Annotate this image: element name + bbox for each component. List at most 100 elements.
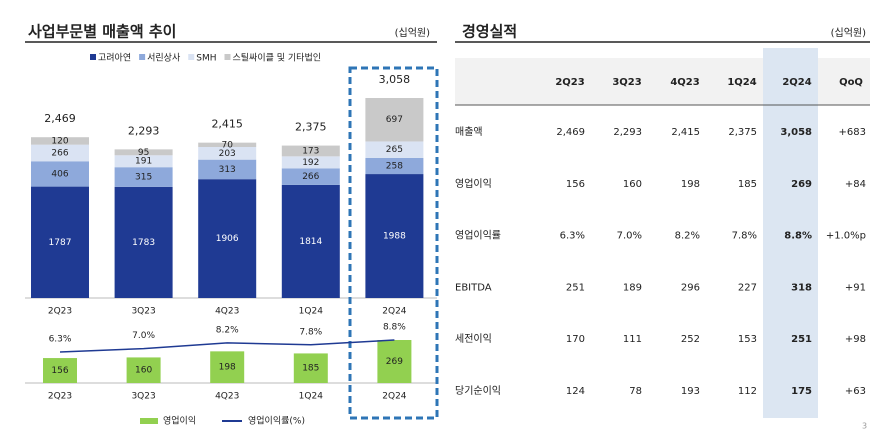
bar	[43, 358, 77, 383]
data-label: 160	[135, 366, 152, 376]
cell: 227	[738, 282, 757, 293]
cell: 269	[791, 179, 812, 190]
bar-segment	[281, 184, 340, 298]
legend-swatch	[224, 54, 231, 60]
cell: 160	[623, 179, 642, 190]
cell: 111	[623, 334, 642, 345]
x-tick-label: 3Q23	[131, 392, 155, 402]
unit: (십억원)	[395, 27, 431, 39]
cell: 8.8%	[784, 231, 812, 242]
bar-segment	[114, 155, 173, 168]
cell: 175	[791, 386, 812, 397]
header-band	[455, 58, 763, 105]
data-label: 192	[302, 158, 319, 168]
data-label: 1787	[49, 238, 72, 248]
legend-label: 영업이익	[163, 415, 196, 427]
cell: 185	[738, 179, 757, 190]
cell: 2,469	[556, 127, 585, 138]
bar-segment	[114, 149, 173, 156]
data-label: 1906	[216, 234, 239, 244]
cell: 170	[566, 334, 585, 345]
row-label: EBITDA	[455, 282, 492, 293]
data-label: 156	[51, 366, 68, 376]
x-tick-label: 2Q23	[48, 307, 72, 317]
x-tick-label: 1Q24	[299, 392, 324, 402]
data-label: 1988	[383, 232, 406, 242]
cell: +98	[845, 334, 866, 345]
row-label: 영업이익	[455, 177, 492, 190]
cell: 112	[738, 386, 757, 397]
line	[59, 339, 395, 353]
legend-swatch	[140, 418, 158, 424]
row-label: 당기순이익	[455, 385, 501, 397]
legend-swatch	[139, 54, 146, 60]
bar-segment	[365, 98, 424, 142]
x-tick-label: 2Q24	[382, 307, 407, 317]
data-label: 315	[135, 173, 152, 183]
data-label: 265	[386, 145, 403, 155]
data-label: 6.3%	[49, 335, 72, 345]
total-label: 2,469	[44, 112, 76, 125]
legend-label: 고려아연	[98, 53, 131, 64]
cell: 198	[681, 179, 700, 190]
bar-segment	[198, 179, 257, 298]
cell: +84	[845, 179, 866, 190]
legend-label: 서린상사	[147, 53, 181, 64]
bar-segment	[114, 167, 173, 187]
cell: +683	[839, 127, 866, 138]
total-label: 2,375	[295, 121, 327, 134]
legend-swatch	[90, 54, 96, 60]
cell: 78	[629, 386, 642, 397]
bar-segment	[114, 186, 173, 298]
highlight-column	[763, 48, 818, 418]
data-label: 1783	[132, 238, 155, 248]
cell: 6.3%	[560, 231, 585, 242]
bar-segment	[31, 137, 89, 145]
column-header: 2Q23	[555, 77, 584, 88]
bar-segment	[198, 147, 257, 160]
cell: 193	[681, 386, 700, 397]
data-label: 266	[302, 172, 319, 182]
cell: 156	[566, 179, 585, 190]
bar	[210, 351, 245, 383]
data-label: 8.2%	[216, 325, 239, 335]
cell: +1.0%p	[826, 231, 866, 242]
row-label: 영업이익률	[455, 229, 501, 242]
data-label: 313	[219, 165, 236, 175]
bar-segment	[365, 157, 424, 175]
data-label: 95	[138, 148, 149, 158]
data-label: 70	[221, 140, 233, 150]
cell: 251	[791, 334, 812, 345]
data-label: 258	[386, 162, 403, 172]
bar-segment	[281, 145, 340, 157]
cell: 2,293	[613, 127, 642, 138]
data-label: 8.8%	[383, 323, 406, 333]
bar	[293, 353, 328, 383]
column-header: 2Q24	[782, 77, 811, 88]
data-label: 120	[51, 136, 68, 146]
data-label: 198	[219, 363, 236, 373]
cell: 252	[681, 334, 700, 345]
bar-segment	[281, 156, 340, 169]
cell: 124	[566, 386, 585, 397]
column-header: 3Q23	[612, 77, 641, 88]
cell: 2,415	[671, 127, 700, 138]
page-number: 3	[862, 422, 867, 431]
data-label: 406	[51, 169, 68, 179]
x-tick-label: 4Q23	[215, 392, 239, 402]
bar-segment	[198, 159, 257, 180]
data-label: 1814	[299, 237, 322, 247]
data-label: 173	[302, 146, 319, 156]
x-tick-label: 2Q24	[382, 392, 407, 402]
unit: (십억원)	[831, 27, 867, 39]
cell: 7.8%	[732, 231, 757, 242]
data-label: 185	[302, 364, 319, 374]
bar-segment	[31, 144, 89, 162]
data-label: 7.0%	[132, 331, 155, 341]
data-label: 203	[219, 149, 236, 159]
data-label: 266	[51, 148, 68, 158]
total-label: 2,293	[128, 124, 160, 137]
x-tick-label: 2Q23	[48, 392, 72, 402]
cell: +63	[845, 386, 866, 397]
